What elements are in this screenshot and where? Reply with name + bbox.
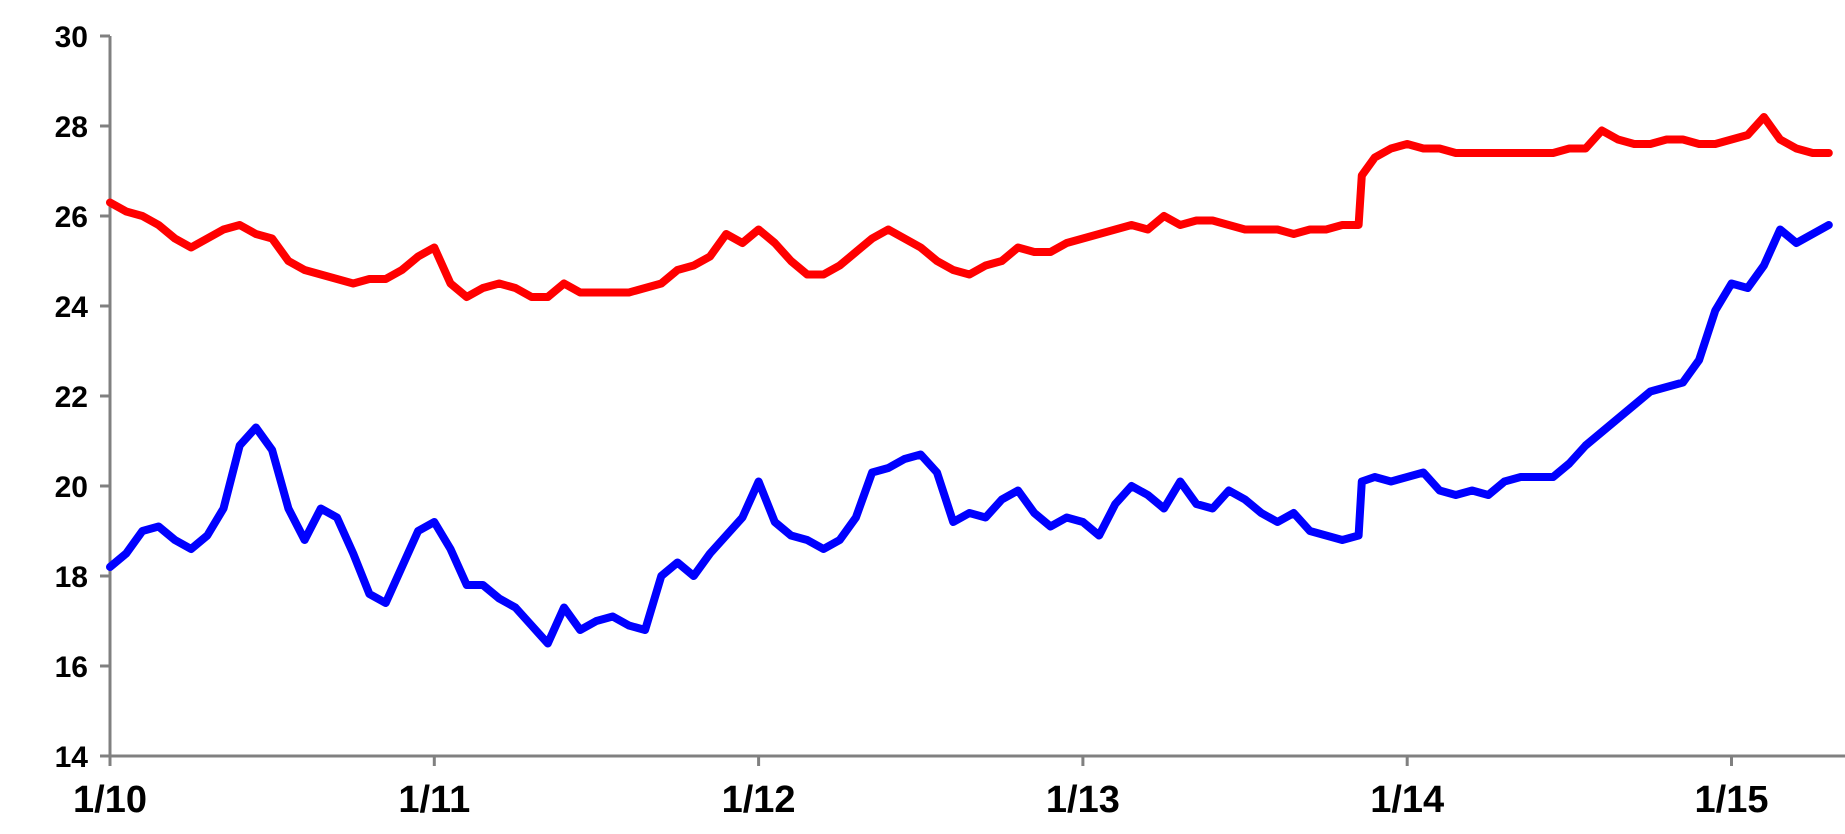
- x-tick-label: 1/11: [398, 779, 470, 821]
- y-tick-label: 30: [55, 21, 88, 54]
- x-axis-ticks: 1/10 1/11 1/12 1/13 1/14 1/15: [73, 756, 1768, 821]
- x-tick-label: 1/14: [1370, 779, 1444, 821]
- y-tick-label: 26: [55, 201, 88, 234]
- x-tick-label: 1/15: [1695, 779, 1769, 821]
- y-tick-label: 22: [55, 381, 88, 414]
- y-axis-ticks: 30 28 26 24 22 20 18 16 14: [55, 21, 110, 774]
- x-tick-label: 1/10: [73, 779, 147, 821]
- series-line-1: [106, 113, 1833, 301]
- series-group: [106, 113, 1833, 648]
- y-tick-label: 20: [55, 471, 88, 504]
- x-tick-label: 1/12: [722, 779, 796, 821]
- y-tick-label: 18: [55, 561, 88, 594]
- series-line-2: [106, 221, 1833, 648]
- y-tick-label: 24: [55, 291, 89, 324]
- x-tick-label: 1/13: [1046, 779, 1120, 821]
- y-tick-label: 28: [55, 111, 88, 144]
- y-tick-label: 16: [55, 651, 88, 684]
- y-tick-label: 14: [55, 741, 89, 774]
